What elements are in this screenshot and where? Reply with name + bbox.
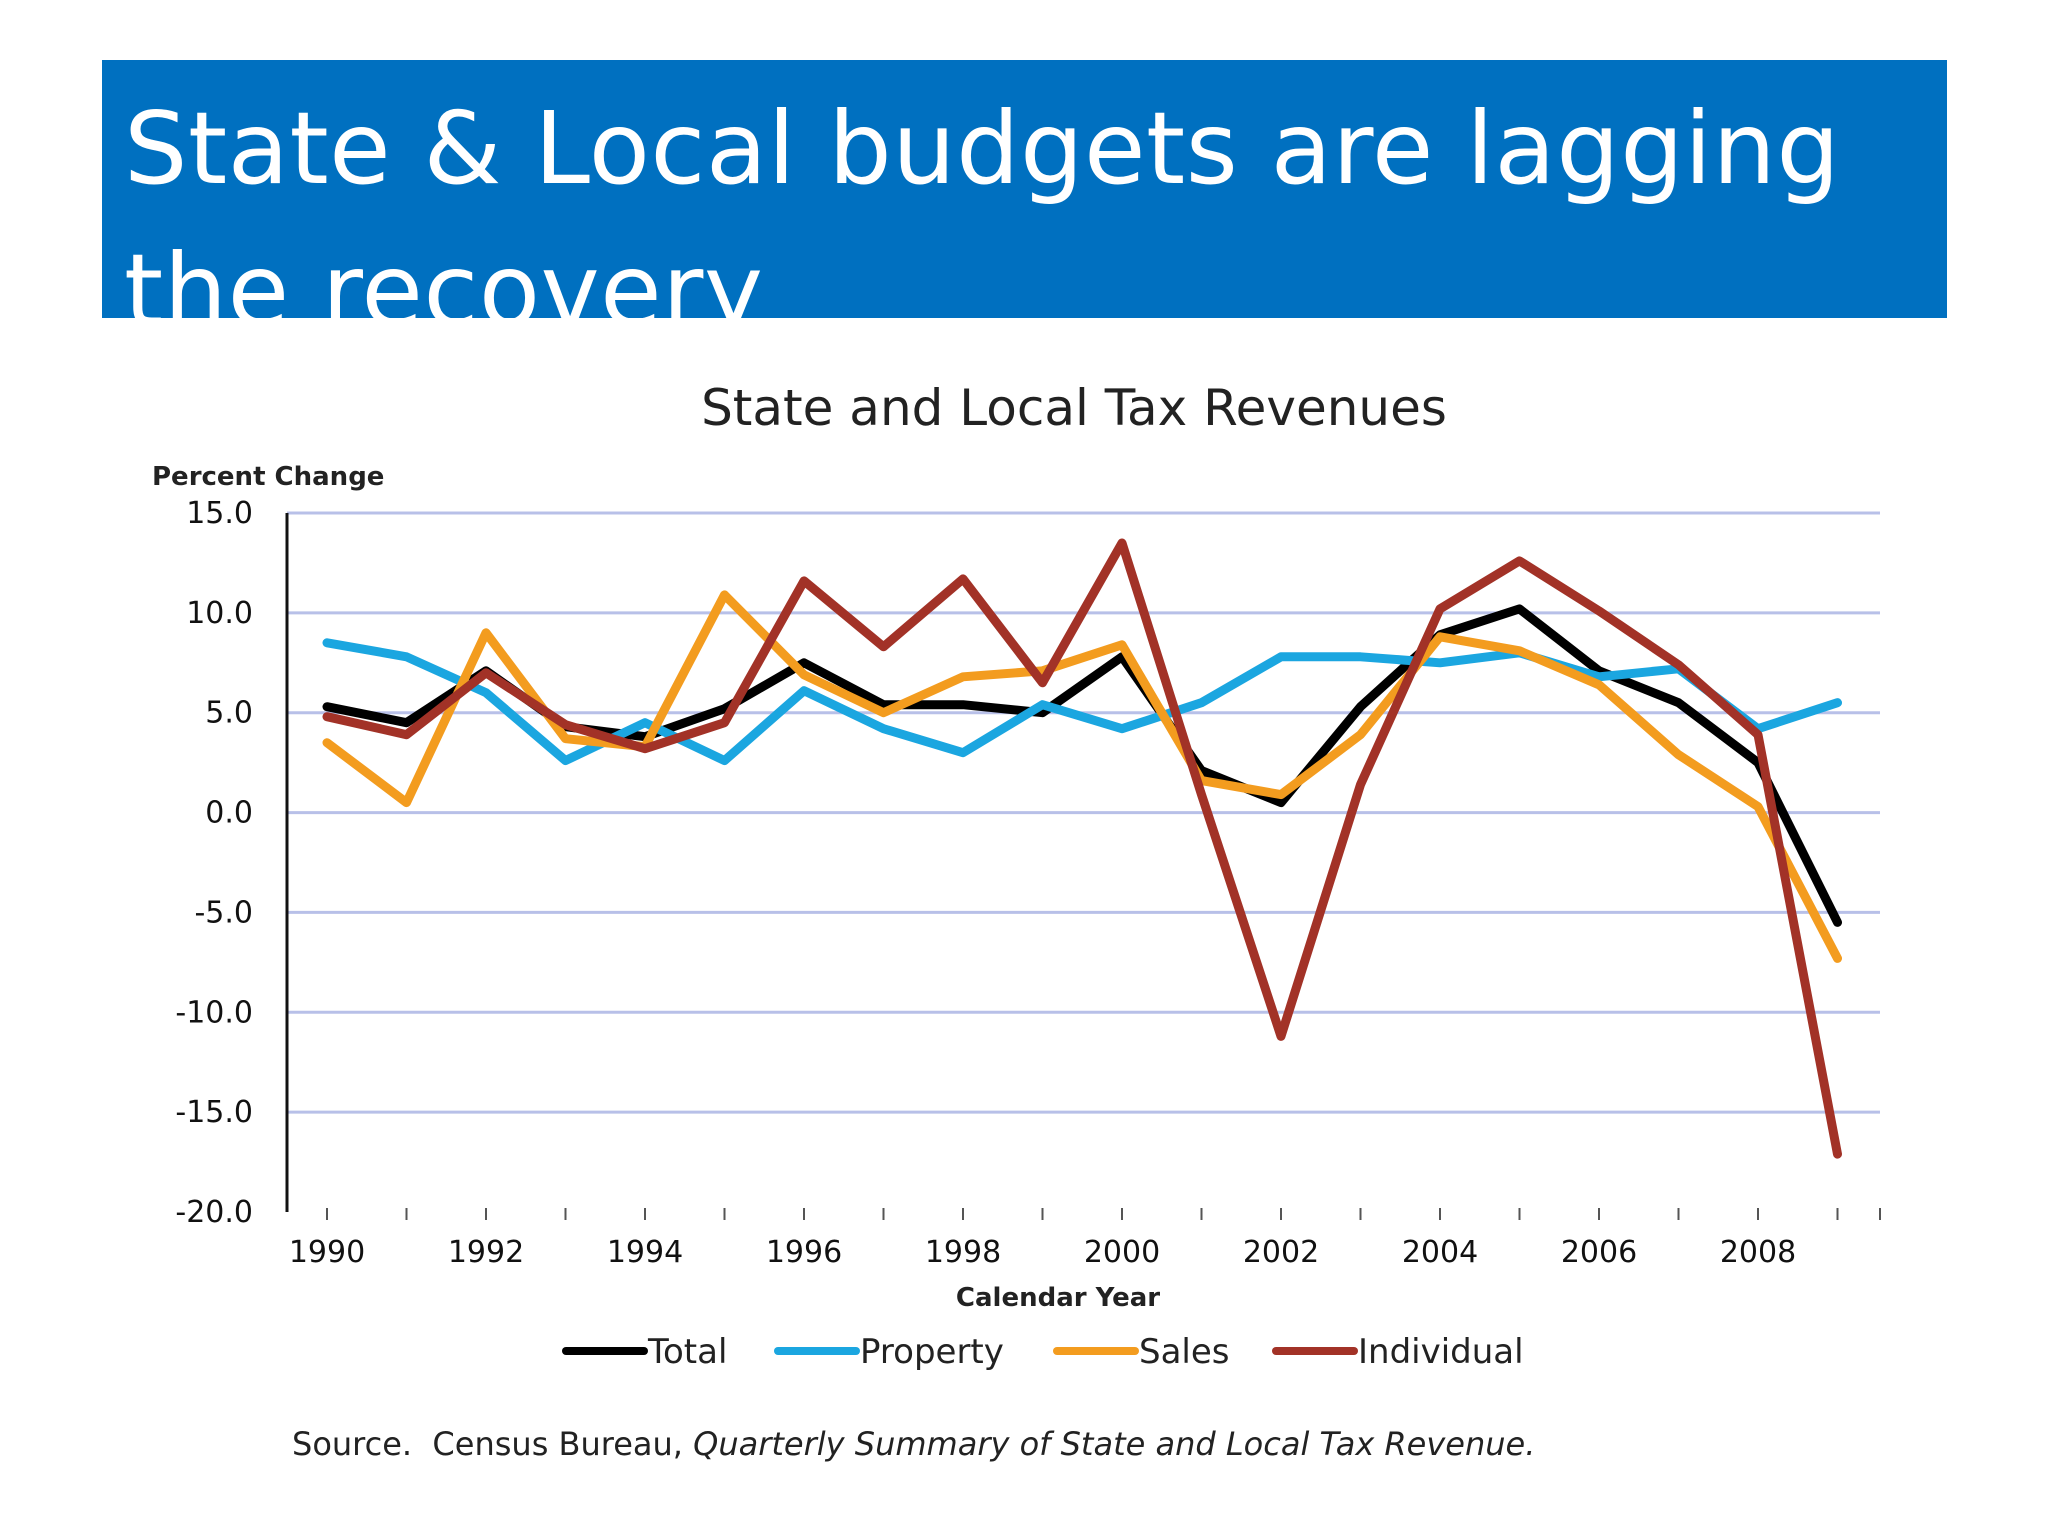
legend: Total Property Sales Individual	[562, 1332, 1524, 1372]
y-tick-label: -10.0	[175, 995, 253, 1030]
series-lines	[322, 538, 1842, 1159]
legend-label-individual: Individual	[1358, 1332, 1524, 1372]
y-tick-label: 0.0	[205, 796, 253, 831]
y-tick-label: 5.0	[205, 696, 253, 731]
slide-title-banner: State & Local budgets are lagging the re…	[102, 60, 1947, 318]
x-axis-title: Calendar Year	[956, 1283, 1160, 1313]
y-tick-label: -20.0	[175, 1195, 253, 1230]
y-axis-title: Percent Change	[152, 462, 384, 492]
y-tick-label: 15.0	[186, 496, 253, 531]
x-tick-label: 2002	[1243, 1235, 1319, 1270]
series-property-line	[322, 638, 1842, 766]
series-individual-line	[322, 538, 1842, 1159]
x-tick-label: 1996	[766, 1235, 842, 1270]
y-tick-labels: 15.0 10.0 5.0 0.0 -5.0 -10.0 -15.0 -20.0	[175, 496, 253, 1230]
source-prefix: Source. Census Bureau,	[292, 1425, 693, 1463]
x-tick-label: 1998	[925, 1235, 1001, 1270]
x-tick-label: 2000	[1084, 1235, 1160, 1270]
x-tick-label: 1992	[448, 1235, 524, 1270]
x-tick-label: 2004	[1402, 1235, 1478, 1270]
x-tick-label: 2006	[1561, 1235, 1637, 1270]
series-sales-line	[322, 590, 1842, 963]
legend-label-sales: Sales	[1139, 1332, 1230, 1372]
legend-label-property: Property	[860, 1332, 1004, 1372]
y-tick-label: -5.0	[194, 895, 253, 930]
x-tick-label: 2008	[1720, 1235, 1796, 1270]
x-axis-ticks: 1990 1992 1994 1996 1998 2000 2002 2004 2006 2008	[289, 1208, 1881, 1270]
y-tick-label: -15.0	[175, 1095, 253, 1130]
x-tick-label: 1994	[607, 1235, 683, 1270]
source-publication-title: Quarterly Summary of State and Local Tax…	[693, 1425, 1535, 1463]
slide-title: State & Local budgets are lagging the re…	[124, 90, 1841, 318]
source-note: Source. Census Bureau, Quarterly Summary…	[292, 1425, 1535, 1463]
x-tick-label: 1990	[289, 1235, 365, 1270]
y-tick-label: 10.0	[186, 596, 253, 631]
chart-title: State and Local Tax Revenues	[701, 379, 1447, 437]
legend-label-total: Total	[647, 1332, 727, 1372]
